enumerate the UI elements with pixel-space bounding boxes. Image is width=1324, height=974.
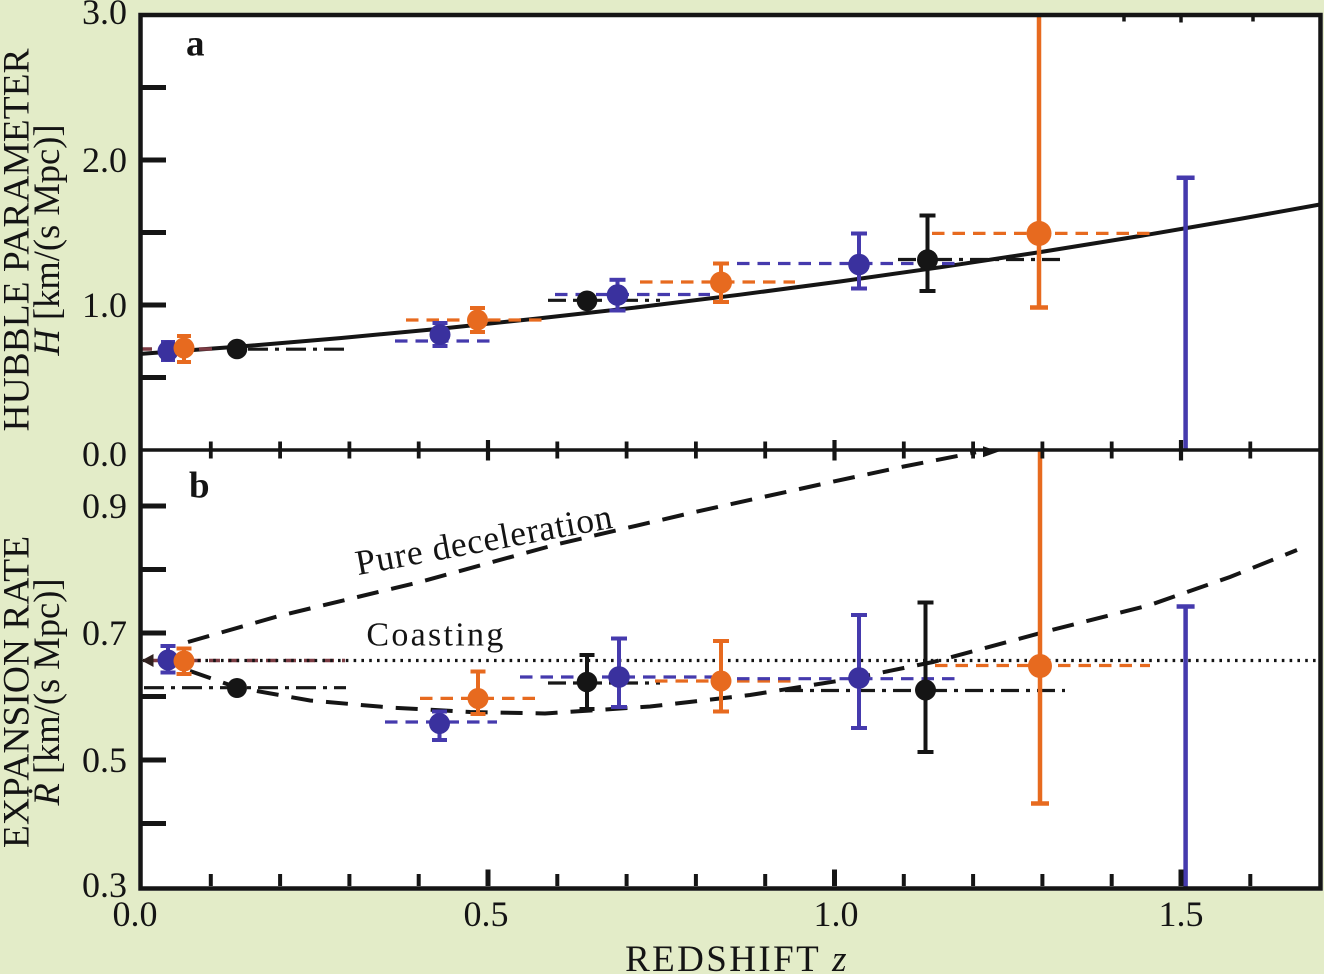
svg-text:b: b bbox=[189, 466, 210, 507]
svg-text:EXPANSION RATE: EXPANSION RATE bbox=[0, 536, 38, 848]
svg-text:Coasting: Coasting bbox=[366, 617, 505, 654]
svg-text:2.0: 2.0 bbox=[82, 140, 127, 180]
svg-text:0.0: 0.0 bbox=[82, 434, 127, 474]
svg-text:0.3: 0.3 bbox=[82, 865, 127, 905]
svg-text:1.0: 1.0 bbox=[82, 285, 127, 325]
svg-text:1.5: 1.5 bbox=[1159, 894, 1204, 934]
svg-text:0.0: 0.0 bbox=[113, 894, 158, 934]
svg-text:Ṙ [km/(s Mpc)]: Ṙ [km/(s Mpc)] bbox=[26, 578, 67, 806]
svg-text:HUBBLE PARAMETER: HUBBLE PARAMETER bbox=[0, 48, 38, 431]
svg-text:0.7: 0.7 bbox=[82, 613, 127, 653]
svg-text:0.5: 0.5 bbox=[82, 740, 127, 780]
svg-text:0.5: 0.5 bbox=[464, 894, 509, 934]
svg-text:a: a bbox=[186, 24, 205, 65]
svg-text:3.0: 3.0 bbox=[82, 0, 127, 32]
svg-text:H [km/(s Mpc)]: H [km/(s Mpc)] bbox=[26, 124, 67, 356]
svg-text:0.9: 0.9 bbox=[82, 486, 127, 526]
svg-text:1.0: 1.0 bbox=[814, 894, 859, 934]
svg-text:REDSHIFT z: REDSHIFT z bbox=[625, 939, 849, 974]
